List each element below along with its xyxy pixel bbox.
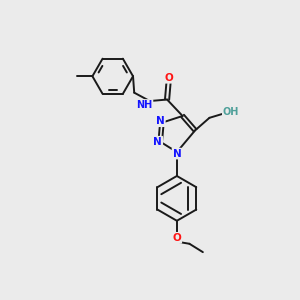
Text: N: N [172,148,181,159]
Text: O: O [164,73,173,83]
Text: OH: OH [223,107,239,117]
Text: O: O [172,233,181,243]
Text: N: N [156,116,165,126]
Text: N: N [154,137,162,147]
Text: NH: NH [136,100,152,110]
